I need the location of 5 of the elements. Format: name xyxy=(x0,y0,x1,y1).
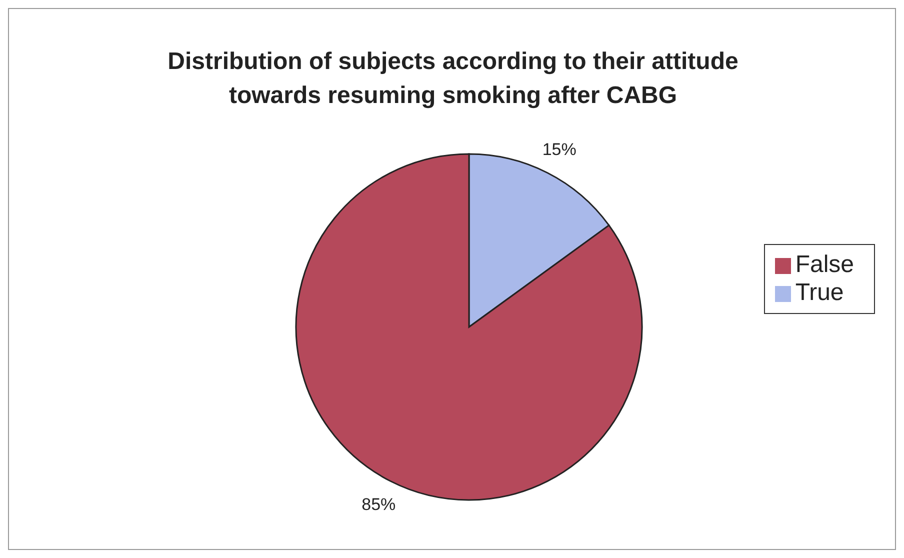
legend-label: False xyxy=(795,251,854,278)
chart-title: Distribution of subjects according to their attitude towards resuming smoking after CABG xyxy=(166,47,740,111)
data-label: 85% xyxy=(362,494,396,514)
data-label: 15% xyxy=(542,140,576,160)
legend-label: True xyxy=(795,279,844,306)
